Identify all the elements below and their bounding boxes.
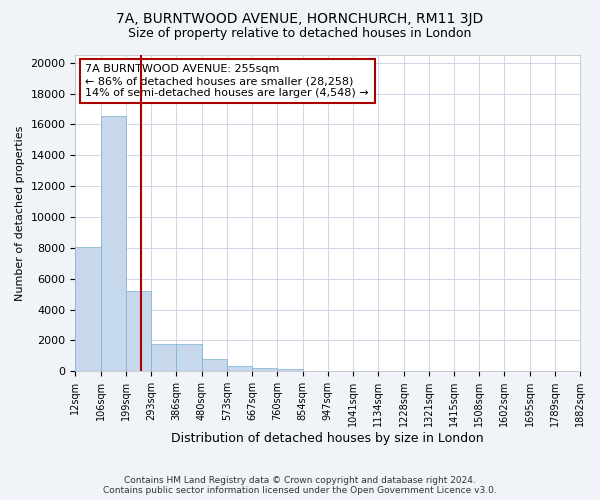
- Bar: [76, 247, 101, 371]
- Bar: [176, 344, 202, 371]
- Text: Contains HM Land Registry data © Crown copyright and database right 2024.
Contai: Contains HM Land Registry data © Crown c…: [103, 476, 497, 495]
- X-axis label: Distribution of detached houses by size in London: Distribution of detached houses by size …: [172, 432, 484, 445]
- Bar: [101, 116, 126, 371]
- Bar: [151, 344, 176, 371]
- Text: 7A BURNTWOOD AVENUE: 255sqm
← 86% of detached houses are smaller (28,258)
14% of: 7A BURNTWOOD AVENUE: 255sqm ← 86% of det…: [85, 64, 369, 98]
- Bar: [277, 369, 302, 371]
- Bar: [252, 368, 277, 371]
- Bar: [126, 291, 151, 371]
- Text: 7A, BURNTWOOD AVENUE, HORNCHURCH, RM11 3JD: 7A, BURNTWOOD AVENUE, HORNCHURCH, RM11 3…: [116, 12, 484, 26]
- Text: Size of property relative to detached houses in London: Size of property relative to detached ho…: [128, 28, 472, 40]
- Bar: [202, 359, 227, 371]
- Bar: [227, 366, 252, 371]
- Y-axis label: Number of detached properties: Number of detached properties: [15, 126, 25, 301]
